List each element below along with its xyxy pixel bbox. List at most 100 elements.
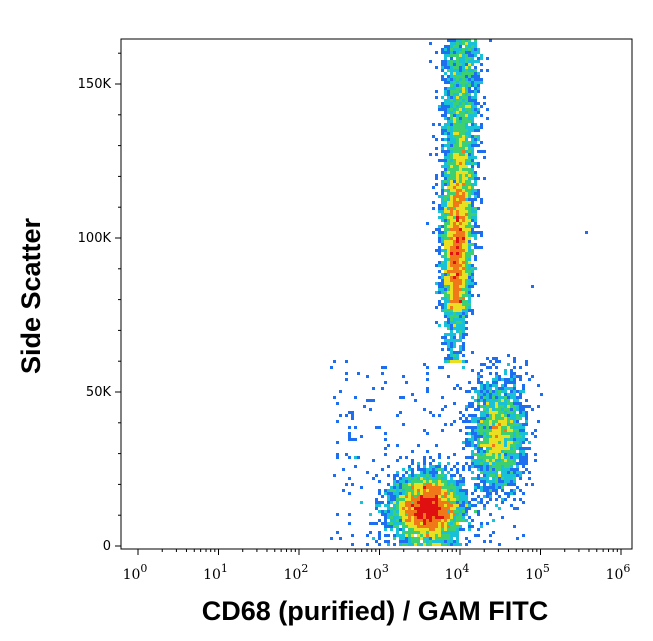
event-point [462, 102, 465, 105]
event-point [423, 477, 426, 480]
event-point [402, 522, 405, 525]
event-point [456, 111, 459, 114]
event-point [435, 90, 438, 93]
event-point [387, 504, 390, 507]
event-point [498, 435, 501, 438]
event-point [438, 498, 441, 501]
event-point [444, 54, 447, 57]
event-point [432, 507, 435, 510]
event-point [417, 522, 420, 525]
event-point [459, 246, 462, 249]
event-point [411, 531, 414, 534]
event-point [519, 366, 522, 369]
event-point [414, 540, 417, 543]
event-point [474, 195, 477, 198]
event-point [507, 414, 510, 417]
event-point [447, 132, 450, 135]
event-point [477, 450, 480, 453]
event-point [477, 111, 480, 114]
event-point [507, 444, 510, 447]
event-point [444, 111, 447, 114]
event-point [432, 531, 435, 534]
event-point [483, 387, 486, 390]
event-point [519, 396, 522, 399]
x-tick-exponent: 3 [382, 562, 389, 575]
event-point [453, 300, 456, 303]
event-point [456, 258, 459, 261]
event-point [495, 366, 498, 369]
event-point [447, 162, 450, 165]
event-point [492, 471, 495, 474]
event-point [447, 108, 450, 111]
event-point [450, 198, 453, 201]
event-point [471, 402, 474, 405]
event-point [447, 354, 450, 357]
event-point [417, 531, 420, 534]
event-point [459, 219, 462, 222]
event-point [408, 465, 411, 468]
event-point [468, 261, 471, 264]
event-point [372, 399, 375, 402]
event-point [477, 381, 480, 384]
event-point [468, 114, 471, 117]
event-point [462, 150, 465, 153]
event-point [477, 447, 480, 450]
event-point [420, 486, 423, 489]
event-point [459, 135, 462, 138]
event-point [510, 408, 513, 411]
event-point [477, 78, 480, 81]
event-point [459, 240, 462, 243]
event-point [447, 228, 450, 231]
event-point [441, 474, 444, 477]
event-point [486, 432, 489, 435]
event-point [486, 453, 489, 456]
event-point [453, 105, 456, 108]
event-point [423, 429, 426, 432]
event-point [441, 180, 444, 183]
event-point [516, 405, 519, 408]
event-point [453, 507, 456, 510]
event-point [444, 486, 447, 489]
event-point [456, 543, 459, 546]
event-point [453, 339, 456, 342]
event-point [465, 186, 468, 189]
event-point [450, 489, 453, 492]
event-point [441, 63, 444, 66]
event-point [489, 441, 492, 444]
event-point [396, 531, 399, 534]
event-point [444, 129, 447, 132]
event-point [516, 447, 519, 450]
event-point [402, 525, 405, 528]
event-point [453, 63, 456, 66]
event-point [465, 492, 468, 495]
event-point [519, 474, 522, 477]
event-point [531, 483, 534, 486]
event-point [333, 360, 336, 363]
event-point [426, 450, 429, 453]
event-point [447, 339, 450, 342]
event-point [465, 42, 468, 45]
event-point [441, 306, 444, 309]
event-point [498, 453, 501, 456]
event-point [483, 474, 486, 477]
event-point [402, 423, 405, 426]
event-point [441, 66, 444, 69]
event-point [453, 156, 456, 159]
event-point [522, 462, 525, 465]
event-point [465, 177, 468, 180]
event-point [441, 429, 444, 432]
event-point [402, 492, 405, 495]
event-point [468, 303, 471, 306]
event-point [492, 447, 495, 450]
event-point [492, 480, 495, 483]
event-point [393, 483, 396, 486]
event-point [471, 405, 474, 408]
event-point [459, 324, 462, 327]
event-point [438, 324, 441, 327]
event-point [516, 432, 519, 435]
event-point [501, 441, 504, 444]
event-point [450, 510, 453, 513]
event-point [384, 432, 387, 435]
event-point [435, 501, 438, 504]
event-point [438, 501, 441, 504]
